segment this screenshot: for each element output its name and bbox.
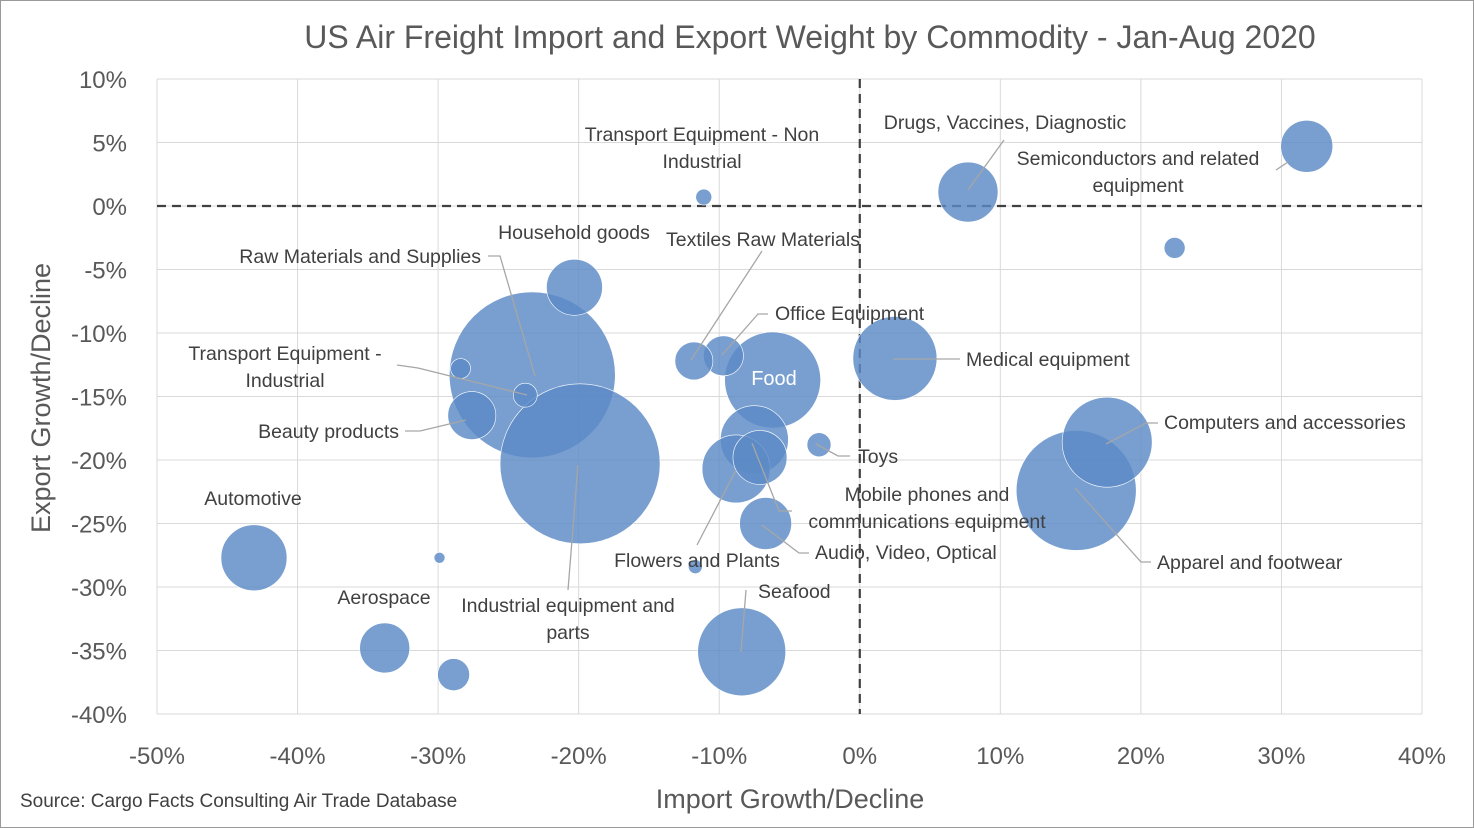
bubble-beauty[interactable] <box>447 391 497 440</box>
bubble-label-transport-nonind: Transport Equipment - Non Industrial <box>585 124 819 173</box>
bubble-label-seafood: Seafood <box>758 581 831 603</box>
bubble-labels: Semiconductors and related equipment Drugs… <box>188 112 1406 644</box>
y-tick-label: -40% <box>71 702 127 729</box>
bubble-label-computers: Computers and accessories <box>1164 412 1406 434</box>
leader-line-audio-video <box>761 524 809 554</box>
x-axis-label: Import Growth/Decline <box>656 784 925 814</box>
bubble-label-toys: Toys <box>858 446 898 468</box>
bubble-computers[interactable] <box>1061 396 1153 488</box>
bubble-label-audio-video: Audio, Video, Optical <box>815 542 997 564</box>
y-tick-label: 10% <box>79 67 127 94</box>
leader-line-textiles <box>690 250 763 361</box>
x-tick-label: -30% <box>410 743 466 770</box>
bubble-aerospace[interactable] <box>359 622 411 674</box>
bubble-unlabeled-1[interactable] <box>1163 237 1186 259</box>
bubble-label-household: Household goods <box>498 222 650 244</box>
y-axis-label: Export Growth/Decline <box>26 263 56 533</box>
bubble-label-semiconductors: Semiconductors and related equipment <box>1017 148 1260 197</box>
leader-line-toys <box>815 443 850 457</box>
bubble-seafood[interactable] <box>697 607 787 697</box>
bubble-audio-video[interactable] <box>732 430 788 485</box>
bubble-label-mobile: Mobile phones and communications equipmen… <box>808 484 1046 533</box>
y-tick-label: -20% <box>71 448 127 475</box>
leader-line-computers <box>1105 422 1158 445</box>
chart-title: US Air Freight Import and Export Weight … <box>304 19 1315 55</box>
y-tick-label: -35% <box>71 639 127 666</box>
leader-lines <box>396 139 1289 653</box>
bubbles <box>220 120 1334 697</box>
x-tick-label: 0% <box>842 743 877 770</box>
bubble-toys[interactable] <box>806 432 832 458</box>
leader-line-transport-ind <box>396 364 528 396</box>
bubble-unlabeled-5[interactable] <box>437 658 470 691</box>
leader-line-seafood <box>740 589 747 653</box>
bubble-semiconductors[interactable] <box>1280 120 1334 173</box>
bubble-drugs[interactable] <box>937 161 999 223</box>
bubble-automotive[interactable] <box>220 524 288 592</box>
x-tick-label: -40% <box>270 743 326 770</box>
y-tick-label: 0% <box>92 194 127 221</box>
leader-line-drugs <box>967 139 1005 191</box>
bubble-transport-ind[interactable] <box>450 358 471 379</box>
leader-line-raw-materials <box>488 255 536 377</box>
bubble-label-textiles: Textiles Raw Materials <box>666 229 860 251</box>
reference-lines <box>157 79 1422 714</box>
leader-line-beauty <box>405 419 467 432</box>
x-tick-label: -10% <box>691 743 747 770</box>
bubble-label-industrial: Industrial equipment and parts <box>461 595 675 644</box>
leader-line-semiconductors <box>1275 161 1289 171</box>
y-tick-label: -10% <box>71 321 127 348</box>
source-note: Source: Cargo Facts Consulting Air Trade… <box>20 791 457 812</box>
x-tick-label: -50% <box>129 743 185 770</box>
bubble-unlabeled-4[interactable] <box>688 559 703 574</box>
leader-line-office <box>721 313 768 356</box>
x-tick-label: 20% <box>1117 743 1165 770</box>
x-tick-label: 40% <box>1398 743 1446 770</box>
x-tick-label: 30% <box>1257 743 1305 770</box>
leader-line-industrial <box>567 464 579 591</box>
y-tick-label: -5% <box>84 258 127 285</box>
bubble-label-food: Food <box>751 368 797 390</box>
bubble-label-transport-ind: Transport Equipment -Industrial <box>188 343 381 392</box>
y-tick-label: -30% <box>71 575 127 602</box>
axis-ticks: -50% -40% -30% -20% -10% 0% 10% 20% 30% 40%10%5%0… <box>71 67 1446 770</box>
bubble-label-flowers: Flowers and Plants <box>614 550 780 572</box>
bubble-label-beauty: Beauty products <box>258 421 399 443</box>
leader-line-apparel <box>1074 487 1151 563</box>
bubble-transport-nonind[interactable] <box>695 188 713 206</box>
bubble-label-aerospace: Aerospace <box>337 587 430 609</box>
y-tick-label: 5% <box>92 131 127 158</box>
bubble-label-apparel: Apparel and footwear <box>1157 552 1343 574</box>
bubble-label-medical: Medical equipment <box>966 349 1130 371</box>
leader-line-flowers <box>696 469 737 546</box>
bubble-industrial[interactable] <box>499 383 661 545</box>
bubble-household[interactable] <box>546 258 603 316</box>
bubble-label-drugs: Drugs, Vaccines, Diagnostic <box>884 112 1127 134</box>
bubble-unlabeled-3[interactable] <box>433 551 446 564</box>
bubble-label-office: Office Equipment <box>775 303 925 325</box>
x-tick-label: -20% <box>551 743 607 770</box>
bubble-label-automotive: Automotive <box>204 488 302 510</box>
y-tick-label: -15% <box>71 385 127 412</box>
leader-line-mobile <box>751 442 792 512</box>
bubble-label-raw-materials: Raw Materials and Supplies <box>239 246 481 268</box>
y-tick-label: -25% <box>71 512 127 539</box>
bubble-textiles[interactable] <box>674 341 714 381</box>
x-tick-label: 10% <box>976 743 1024 770</box>
